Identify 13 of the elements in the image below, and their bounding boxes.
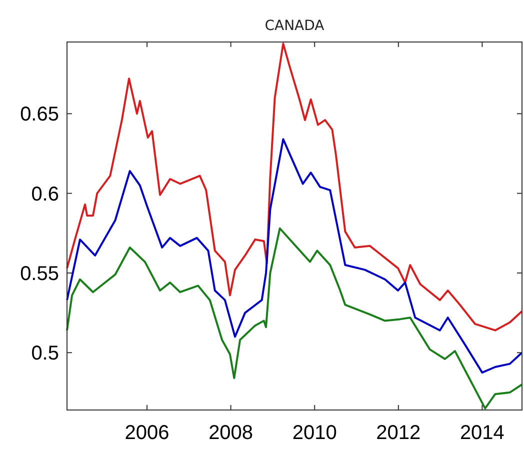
x-tick-label: 2014 (460, 422, 504, 444)
line-series (66, 227, 523, 410)
x-tick-label: 2010 (292, 422, 337, 444)
line-series (66, 42, 523, 332)
y-tick-label: 0.6 (31, 183, 59, 206)
chart-title: CANADA (264, 18, 325, 34)
y-tick-label: 0.55 (20, 262, 59, 285)
y-tick-label: 0.5 (31, 342, 59, 365)
x-tick-label: 2012 (376, 422, 421, 444)
x-tick-label: 2006 (124, 422, 170, 444)
x-tick-label: 2008 (208, 422, 254, 444)
y-tick-label: 0.65 (20, 104, 59, 126)
line-series (66, 138, 523, 374)
